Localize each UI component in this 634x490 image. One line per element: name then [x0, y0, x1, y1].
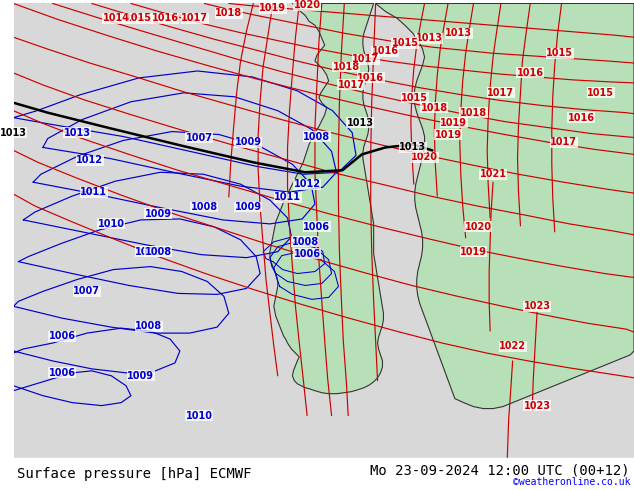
Text: 1009: 1009 [127, 371, 154, 381]
Text: 1008: 1008 [191, 202, 218, 212]
Text: 1013: 1013 [0, 127, 27, 138]
Text: 1016: 1016 [567, 113, 595, 122]
Text: 1006: 1006 [49, 368, 76, 378]
Text: 1017: 1017 [488, 88, 514, 98]
Text: 1008: 1008 [135, 246, 162, 257]
Text: 1016: 1016 [152, 13, 179, 24]
Text: 1015: 1015 [546, 48, 573, 58]
Text: 1015: 1015 [391, 38, 418, 48]
Text: 1019: 1019 [259, 3, 287, 13]
Text: 1007: 1007 [74, 287, 100, 296]
Text: 1022: 1022 [499, 341, 526, 351]
Text: Surface pressure [hPa] ECMWF: Surface pressure [hPa] ECMWF [17, 467, 252, 481]
Polygon shape [375, 3, 634, 409]
Bar [13, 458, 634, 490]
Polygon shape [270, 3, 384, 393]
Text: 1009: 1009 [145, 209, 172, 219]
Text: 1016: 1016 [372, 46, 399, 56]
Text: 1008: 1008 [145, 246, 172, 257]
Text: 1006: 1006 [294, 249, 321, 259]
Text: 1018: 1018 [333, 62, 360, 72]
Text: 1020: 1020 [411, 152, 438, 162]
Text: 1015: 1015 [126, 13, 152, 24]
Text: 1020: 1020 [294, 0, 321, 10]
Text: 1017: 1017 [181, 13, 208, 24]
Text: 1014: 1014 [103, 13, 130, 24]
Text: 1012: 1012 [294, 179, 321, 189]
Text: 1010: 1010 [186, 411, 213, 420]
Text: Mo 23-09-2024 12:00 UTC (00+12): Mo 23-09-2024 12:00 UTC (00+12) [370, 463, 630, 477]
Text: 1019: 1019 [460, 246, 487, 257]
Text: 1008: 1008 [135, 321, 162, 331]
Text: 1021: 1021 [479, 169, 507, 179]
Text: 1018: 1018 [216, 8, 242, 19]
Text: 1011: 1011 [81, 187, 107, 197]
Text: 1013: 1013 [399, 143, 426, 152]
Text: 1013: 1013 [445, 28, 472, 38]
Text: 1020: 1020 [465, 222, 492, 232]
Text: 1013: 1013 [63, 127, 91, 138]
Text: 1009: 1009 [235, 138, 262, 147]
Text: 1019: 1019 [441, 118, 467, 127]
Text: 1019: 1019 [434, 129, 462, 140]
Text: ©weatheronline.co.uk: ©weatheronline.co.uk [512, 477, 630, 487]
Text: 1011: 1011 [274, 192, 301, 202]
Text: 1010: 1010 [98, 219, 125, 229]
Text: 1006: 1006 [304, 222, 330, 232]
Text: 1017: 1017 [338, 80, 365, 90]
Text: 1013: 1013 [416, 33, 443, 43]
Text: 1008: 1008 [303, 131, 330, 142]
Text: 1006: 1006 [49, 331, 76, 341]
Text: 1015: 1015 [401, 93, 429, 103]
Text: 1017: 1017 [550, 138, 577, 147]
Text: 1009: 1009 [235, 202, 262, 212]
Text: 1018: 1018 [460, 108, 487, 118]
Text: 1023: 1023 [524, 401, 550, 411]
Text: 1012: 1012 [76, 155, 103, 165]
Text: 1016: 1016 [357, 73, 384, 83]
Text: 1008: 1008 [292, 237, 319, 247]
Text: 1015: 1015 [587, 88, 614, 98]
Text: 1017: 1017 [353, 54, 379, 64]
Text: 1023: 1023 [524, 301, 550, 311]
Text: 1018: 1018 [421, 103, 448, 113]
Text: 1016: 1016 [517, 68, 544, 78]
Text: 1007: 1007 [186, 132, 213, 143]
Text: 1013: 1013 [346, 118, 373, 127]
